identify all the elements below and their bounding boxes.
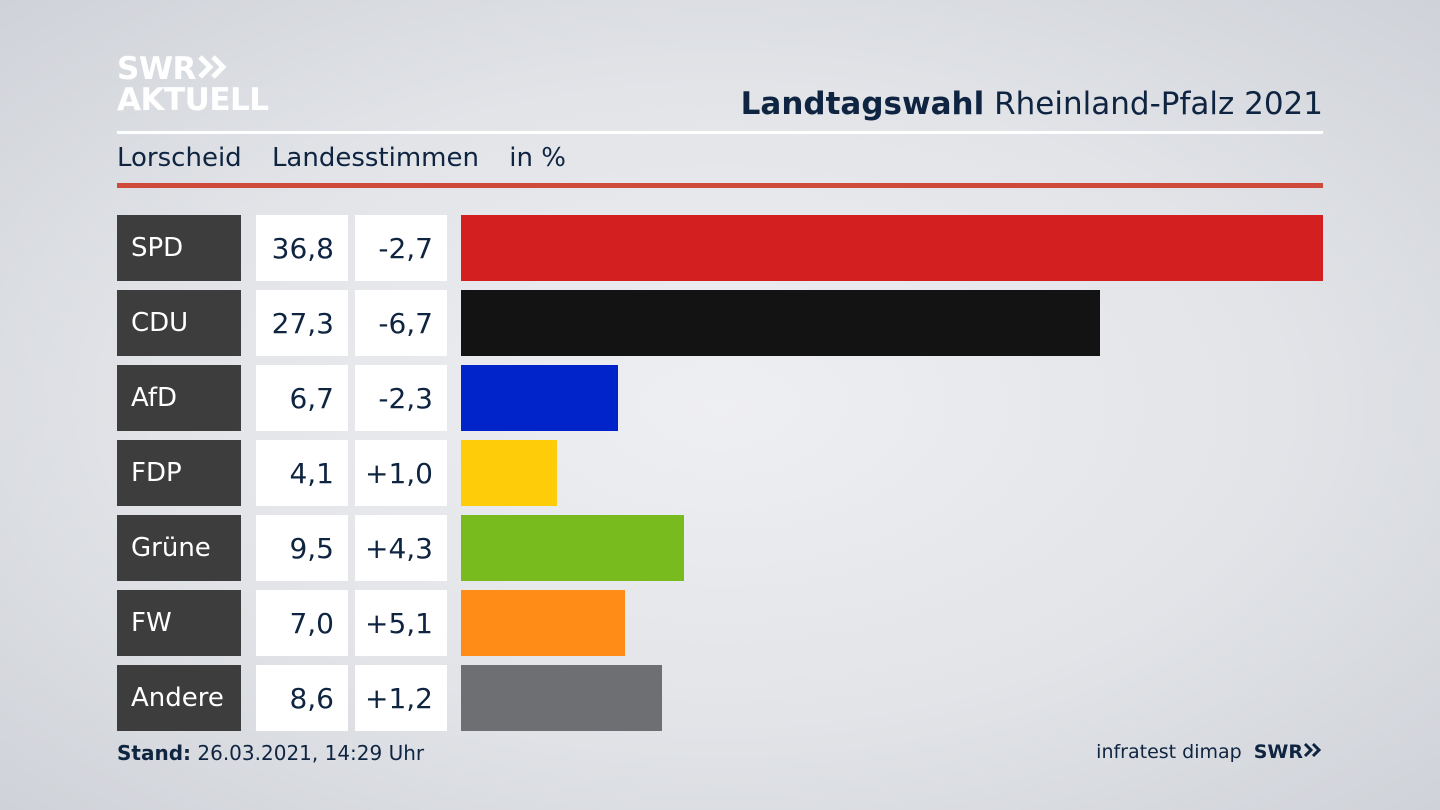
party-label: CDU: [117, 290, 241, 356]
change-label: +4,3: [355, 515, 447, 581]
subtitle-place: Lorscheid: [117, 143, 242, 173]
subtitle-unit: in %: [509, 143, 566, 173]
value-label: 4,1: [256, 440, 348, 506]
party-label: SPD: [117, 215, 241, 281]
value-label: 7,0: [256, 590, 348, 656]
party-label: FDP: [117, 440, 241, 506]
accent-divider: [117, 183, 1323, 188]
source-credit: infratest dimap SWR: [1096, 741, 1323, 763]
logo-line2: AKTUELL: [117, 82, 269, 118]
chart-subtitle: Lorscheid Landesstimmen in %: [117, 143, 588, 173]
bar: [461, 440, 557, 506]
stand-value: 26.03.2021, 14:29 Uhr: [197, 741, 425, 765]
bar: [461, 365, 618, 431]
bar: [461, 665, 662, 731]
party-label: Andere: [117, 665, 241, 731]
party-label: AfD: [117, 365, 241, 431]
change-label: +5,1: [355, 590, 447, 656]
party-label: Grüne: [117, 515, 241, 581]
title-bold: Landtagswahl: [740, 86, 985, 122]
stand-label: Stand:: [117, 741, 192, 765]
value-label: 9,5: [256, 515, 348, 581]
value-label: 6,7: [256, 365, 348, 431]
change-label: -2,7: [355, 215, 447, 281]
value-label: 27,3: [256, 290, 348, 356]
value-label: 36,8: [256, 215, 348, 281]
timestamp: Stand: 26.03.2021, 14:29 Uhr: [117, 741, 424, 765]
swr-aktuell-logo: SWR AKTUELL: [117, 54, 269, 116]
value-label: 8,6: [256, 665, 348, 731]
change-label: -2,3: [355, 365, 447, 431]
change-label: -6,7: [355, 290, 447, 356]
logo-line1: SWR: [117, 51, 196, 87]
bar: [461, 215, 1323, 281]
chevrons-right-icon: [1303, 741, 1323, 763]
bar: [461, 290, 1100, 356]
page-title: Landtagswahl Rheinland-Pfalz 2021: [741, 86, 1323, 122]
bar: [461, 590, 625, 656]
subtitle-measure: Landesstimmen: [271, 143, 479, 173]
bar: [461, 515, 684, 581]
footer-brand-label: SWR: [1253, 741, 1303, 763]
source-label: infratest dimap: [1096, 741, 1242, 763]
change-label: +1,2: [355, 665, 447, 731]
header-divider: [117, 131, 1323, 134]
title-regular: Rheinland-Pfalz 2021: [994, 86, 1323, 122]
chevrons-right-icon: [198, 54, 228, 85]
change-label: +1,0: [355, 440, 447, 506]
footer-brand: SWR: [1254, 741, 1323, 763]
party-label: FW: [117, 590, 241, 656]
